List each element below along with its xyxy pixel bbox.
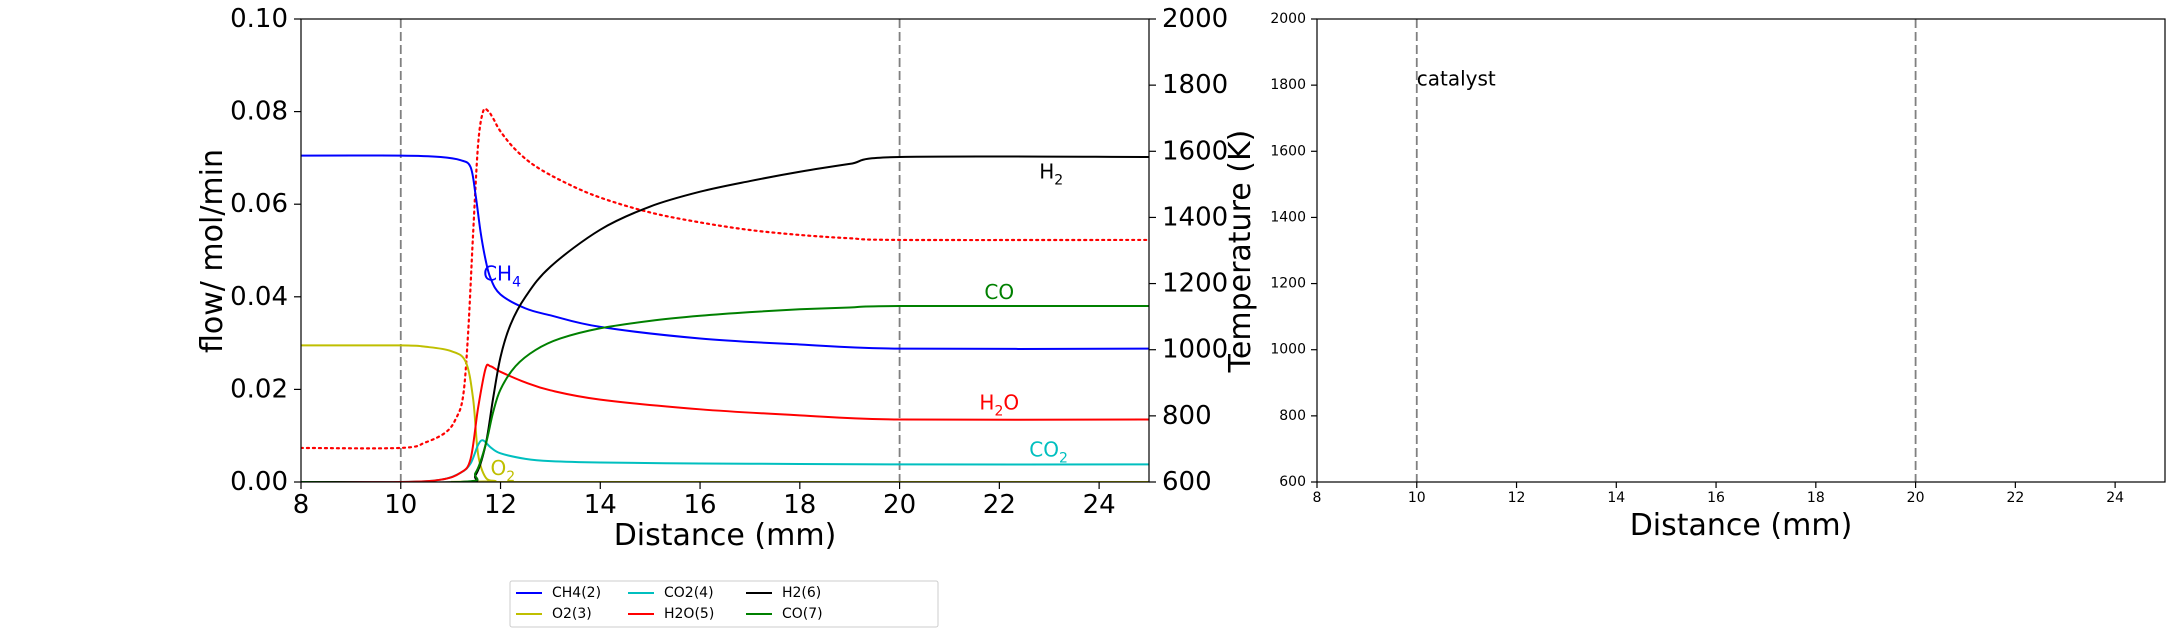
left-x-ticks: 8 10 12 14 16 18 20 22 24 — [293, 482, 1116, 520]
series-line-ch42 — [301, 154, 1149, 350]
catalyst-temperature-chart: 8 10 12 14 16 18 20 22 24 600 800 1000 1200 1400 1600… — [1270, 11, 2166, 543]
left-y-tick-label: 0.00 — [230, 467, 288, 497]
right-y-tick-label: 1600 — [1270, 143, 1306, 159]
left-y-ticks: 0.00 0.02 0.04 0.06 0.08 0.10 — [230, 4, 301, 497]
right-x-ticks: 8 10 12 14 16 18 20 22 24 — [1313, 482, 2124, 506]
legend: CH4(2) O2(3) CO2(4) H2O(5) H2(6) CO(7) — [509, 580, 939, 628]
species-annotation: H2O — [979, 390, 1019, 419]
right-x-tick-label: 10 — [1408, 490, 1426, 506]
right-y-tick-label: 2000 — [1270, 11, 1306, 27]
annotation-main: H — [979, 390, 994, 414]
right-x-tick-label: 20 — [1907, 490, 1925, 506]
left-y2-tick-label: 1000 — [1162, 335, 1228, 365]
annotation-main: CH — [483, 262, 512, 286]
species-annotation: H2 — [1039, 160, 1063, 189]
left-y2-ticks: 600 800 1000 1200 1400 1600 1800 2000 — [1149, 4, 1228, 497]
annotation-subscript: 4 — [512, 275, 521, 291]
species-annotation: O2 — [491, 456, 516, 485]
annotation-subscript: 2 — [1059, 451, 1068, 467]
legend-label: H2(6) — [782, 585, 821, 601]
right-y-tick-label: 600 — [1279, 474, 1306, 490]
left-x-tick-label: 22 — [983, 490, 1016, 520]
temperature-line — [301, 107, 1149, 450]
left-plot-frame — [300, 18, 1150, 483]
left-x-tick-label: 16 — [684, 490, 717, 520]
left-y2-tick-label: 1600 — [1162, 136, 1228, 166]
series-line-h26 — [301, 155, 1149, 482]
left-y2-tick-label: 800 — [1162, 401, 1212, 431]
right-x-tick-label: 16 — [1707, 490, 1725, 506]
left-x-tick-label: 10 — [384, 490, 417, 520]
right-y-tick-label: 1000 — [1270, 342, 1306, 358]
legend-label: O2(3) — [552, 606, 592, 622]
legend-label: CO2(4) — [664, 585, 714, 601]
left-x-tick-label: 12 — [484, 490, 517, 520]
annotation-subscript: 2 — [1054, 173, 1063, 189]
legend-label: H2O(5) — [664, 606, 714, 622]
left-y-tick-label: 0.10 — [230, 4, 288, 34]
species-annotation: CO2 — [1029, 438, 1068, 467]
annotation-main: H — [1039, 160, 1054, 184]
left-y2-tick-label: 600 — [1162, 467, 1212, 497]
right-x-axis-label: Distance (mm) — [1630, 508, 1853, 543]
left-x-axis-label: Distance (mm) — [614, 518, 837, 553]
right-y-tick-label: 1200 — [1270, 276, 1306, 292]
right-vlines — [1415, 19, 1917, 482]
legend-frame — [509, 580, 939, 628]
right-y-ticks: 600 800 1000 1200 1400 1600 1800 2000 — [1270, 11, 1317, 490]
series-line-h2o5 — [301, 363, 1149, 482]
left-y2-tick-label: 2000 — [1162, 4, 1228, 34]
right-x-tick-label: 22 — [2006, 490, 2024, 506]
left-y2-axis-label: Temperature (K) — [1223, 130, 1258, 374]
left-x-tick-label: 20 — [883, 490, 916, 520]
left-vlines — [399, 19, 901, 482]
left-y2-tick-label: 1800 — [1162, 70, 1228, 100]
right-plot-frame — [1316, 18, 2166, 483]
series-line-co7 — [301, 304, 1149, 482]
left-y-tick-label: 0.08 — [230, 97, 288, 127]
annotation-subscript: 2 — [994, 403, 1003, 419]
right-x-tick-label: 12 — [1508, 490, 1526, 506]
species-annotation: CO — [984, 280, 1014, 304]
right-x-tick-label: 14 — [1607, 490, 1625, 506]
series-line-co24 — [301, 439, 1149, 482]
series-line-o23 — [301, 344, 1149, 482]
left-x-tick-label: 24 — [1083, 490, 1116, 520]
species-annotation: CH4 — [483, 262, 521, 291]
legend-label: CO(7) — [782, 606, 823, 622]
annotation-main: O — [491, 456, 507, 480]
left-x-tick-label: 14 — [584, 490, 617, 520]
left-y2-tick-label: 1200 — [1162, 269, 1228, 299]
annotation-main: CO — [984, 280, 1014, 304]
right-y-tick-label: 800 — [1279, 408, 1306, 424]
left-x-tick-label: 8 — [293, 490, 310, 520]
right-y-tick-label: 1800 — [1270, 77, 1306, 93]
left-y-axis-label: flow/ mol/min — [195, 149, 230, 353]
annotation-tail: O — [1003, 390, 1019, 414]
annotation-main: CO — [1029, 438, 1059, 462]
right-y-tick-label: 1400 — [1270, 209, 1306, 225]
right-x-tick-label: 8 — [1313, 490, 1322, 506]
annotation-subscript: 2 — [506, 469, 515, 485]
left-y-tick-label: 0.04 — [230, 282, 288, 312]
left-series-group — [301, 107, 1149, 482]
left-x-tick-label: 18 — [783, 490, 816, 520]
right-x-tick-label: 24 — [2106, 490, 2124, 506]
left-y-tick-label: 0.02 — [230, 374, 288, 404]
right-x-tick-label: 18 — [1807, 490, 1825, 506]
left-y2-tick-label: 1400 — [1162, 202, 1228, 232]
catalyst-annotation: catalyst — [1417, 67, 1496, 91]
legend-items: CH4(2) O2(3) CO2(4) H2O(5) H2(6) CO(7) — [516, 585, 823, 622]
left-y-tick-label: 0.06 — [230, 189, 288, 219]
legend-label: CH4(2) — [552, 585, 601, 601]
